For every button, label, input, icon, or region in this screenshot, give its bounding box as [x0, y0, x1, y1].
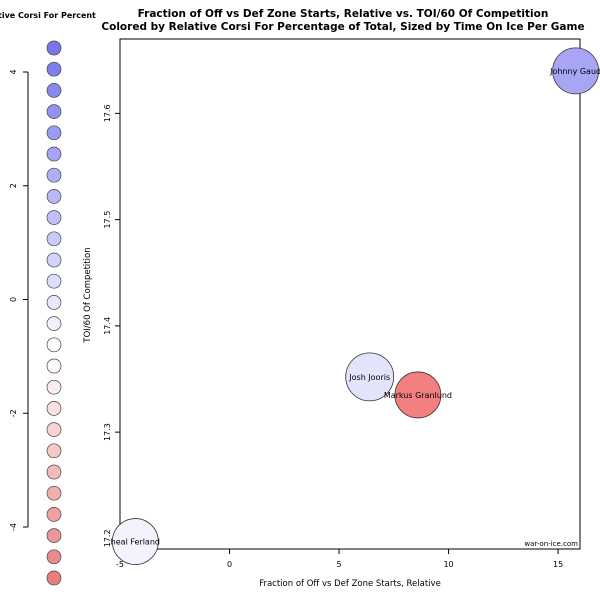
data-point — [394, 371, 442, 419]
point-label: Markus Granlund — [384, 391, 452, 400]
legend-swatch — [46, 422, 62, 437]
legend-swatch — [46, 231, 62, 247]
x-tick-label: -5 — [116, 560, 124, 569]
data-point — [552, 47, 600, 95]
legend-swatch — [46, 464, 62, 480]
legend-swatch — [46, 485, 62, 501]
legend-swatch — [46, 379, 62, 395]
legend-swatch — [46, 146, 62, 162]
legend-swatch — [46, 273, 62, 289]
legend-swatch — [46, 104, 62, 119]
legend-tick-label: -4 — [9, 523, 18, 531]
legend-swatch — [46, 210, 62, 225]
legend-swatch — [46, 83, 62, 98]
legend-swatch — [46, 40, 62, 56]
legend-swatch — [46, 125, 62, 141]
legend-swatch — [46, 570, 62, 586]
point-label: heal Ferland — [111, 538, 160, 547]
legend-swatch — [46, 528, 62, 543]
y-tick-label: 17.6 — [103, 104, 112, 122]
data-point — [345, 352, 395, 402]
y-tick-label: 17.4 — [103, 317, 112, 335]
legend-tick-label: -2 — [9, 409, 18, 417]
x-tick-label: 0 — [227, 560, 232, 569]
legend-swatch — [46, 549, 62, 565]
legend-swatch — [46, 252, 62, 268]
chart-subtitle: Colored by Relative Corsi For Percentage… — [101, 21, 584, 33]
x-tick-label: 15 — [553, 560, 563, 569]
legend-swatch — [46, 295, 62, 310]
y-tick-label: 17.2 — [103, 529, 112, 547]
chart-title: Fraction of Off vs Def Zone Starts, Rela… — [138, 8, 549, 20]
legend-swatch — [46, 358, 62, 374]
legend-tick-label: 0 — [9, 297, 18, 302]
point-label: Johnny Gaud — [549, 67, 600, 76]
legend-swatch — [46, 167, 62, 183]
legend-swatch — [46, 443, 62, 459]
axes: -5 0 5 10 15 17.2 17.3 17.4 17.5 17.6 — [103, 104, 563, 569]
plot-frame — [119, 38, 581, 550]
color-legend: 4 2 0 -2 -4 — [9, 40, 62, 586]
legend-swatch — [46, 401, 62, 416]
data-points: Johnny Gaud Josh Jooris Markus Granlund hea… — [111, 47, 600, 565]
y-axis-label: TOI/60 Of Competition — [83, 247, 93, 343]
y-tick-label: 17.3 — [103, 423, 112, 441]
legend-swatch — [46, 189, 62, 204]
x-tick-label: 10 — [443, 560, 453, 569]
legend-swatch — [46, 61, 62, 77]
legend-title: tive Corsi For Percent — [0, 11, 96, 20]
data-point — [111, 518, 159, 565]
x-axis-label: Fraction of Off vs Def Zone Starts, Rela… — [259, 579, 441, 589]
legend-swatch — [46, 337, 62, 353]
point-label: Josh Jooris — [348, 373, 390, 382]
x-tick-label: 5 — [337, 560, 342, 569]
legend-swatch — [46, 316, 62, 331]
y-tick-label: 17.5 — [103, 211, 112, 229]
watermark: war-on-ice.com — [524, 540, 578, 548]
legend-swatch — [46, 507, 62, 522]
legend-tick-label: 4 — [9, 69, 18, 74]
legend-tick-label: 2 — [9, 183, 18, 188]
